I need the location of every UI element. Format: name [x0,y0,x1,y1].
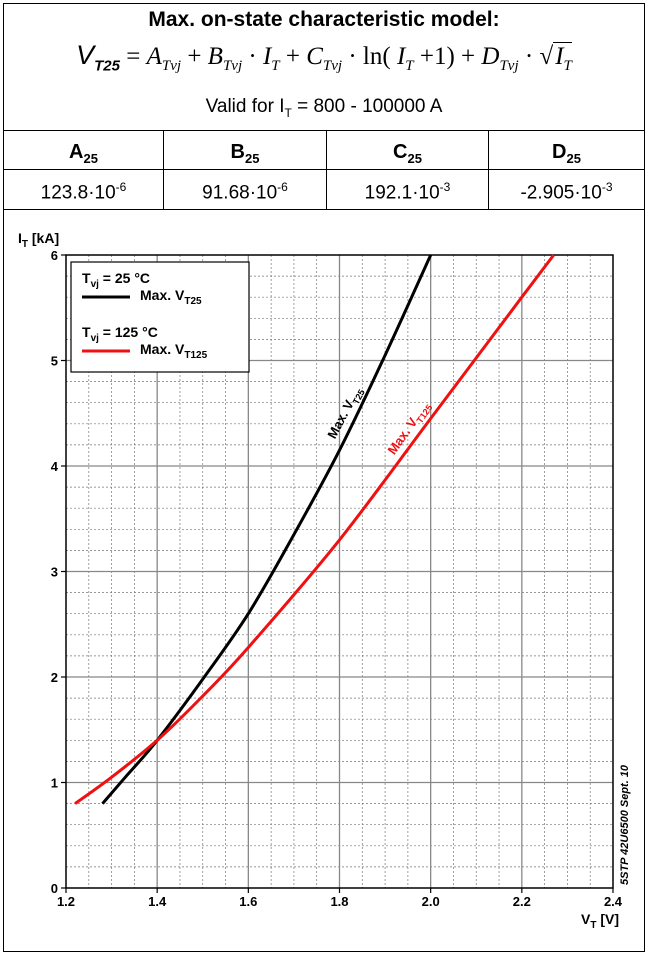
formula-symbol: CTvj [306,43,343,74]
sheet-frame [3,3,645,952]
curve-label-vt125: Max. VT125 [384,398,434,459]
y-axis-label: IT [kA] [18,230,59,250]
x-tick-label: 2.0 [422,894,440,909]
x-tick-label: 1.8 [330,894,348,909]
y-tick-label: 5 [51,354,58,369]
legend-label: Max. VT25 [140,287,202,307]
formula-operator: · √ [518,43,554,70]
coefficient-header-a: A25 [69,141,98,166]
formula-symbol: DTvj [481,43,519,74]
divider-table-chart [3,209,645,210]
formula-symbol: IT [553,42,572,74]
coefficient-value-a: 123.8·10-6 [40,180,127,204]
legend-label: Max. VT125 [140,341,208,361]
y-tick-label: 1 [51,776,58,791]
formula-rhs: = ATvj + BTvj · IT + CTvj · ln( IT +1) +… [120,42,572,74]
table-column-divider [163,130,164,209]
formula-operator: = [120,43,147,70]
x-axis-label: VT [V] [581,911,619,931]
x-tick-label: 2.2 [513,894,531,909]
formula-symbol: ATvj [146,43,182,74]
model-title: Max. on-state characteristic model: [148,8,500,31]
x-tick-label: 1.4 [148,894,167,909]
curve-label-vt25: Max. VT25 [324,384,367,443]
y-tick-label: 4 [51,459,59,474]
document-reference-note: 5STP 42U6500 Sept. 10 [619,764,631,885]
y-tick-label: 3 [51,565,58,580]
formula-symbol: IT [396,43,414,74]
y-tick-label: 6 [51,248,58,263]
formula-operator: +1) + [413,43,482,70]
y-tick-label: 2 [51,670,58,685]
coefficient-value-d: -2.905·10-3 [520,180,613,204]
max-vt125-curve [74,254,555,805]
x-tick-label: 2.4 [604,894,623,909]
coefficient-header-b: B25 [230,141,260,166]
coefficient-header-c: C25 [393,141,422,166]
x-tick-label: 1.2 [57,894,75,909]
legend-condition: Tvj = 25 °C [82,270,150,290]
table-column-divider [488,130,489,209]
legend-box [70,261,250,373]
formula-operator: · [242,43,263,70]
formula-operator: · ln( [342,43,397,70]
coefficient-header-d: D25 [552,141,581,166]
max-vt25-curve [101,254,433,805]
divider-model-table [3,130,645,131]
coefficient-value-b: 91.68·10-6 [202,180,288,204]
formula-operator: + [279,43,307,70]
legend-condition: Tvj = 125 °C [82,324,158,344]
x-tick-label: 1.6 [239,894,257,909]
formula-lhs: VT25 [76,40,120,75]
validity-range: Valid for IT = 800 - 100000 A [205,96,443,120]
formula-symbol: BTvj [207,43,243,74]
formula-symbol: IT [262,43,280,74]
formula-operator: + [181,43,208,70]
model-formula: VT25 = ATvj + BTvj · IT + CTvj · ln( IT … [3,40,645,75]
table-column-divider [326,130,327,209]
coefficient-value-c: 192.1·10-3 [364,180,451,204]
y-tick-label: 0 [51,881,58,896]
divider-table-header [3,169,645,170]
